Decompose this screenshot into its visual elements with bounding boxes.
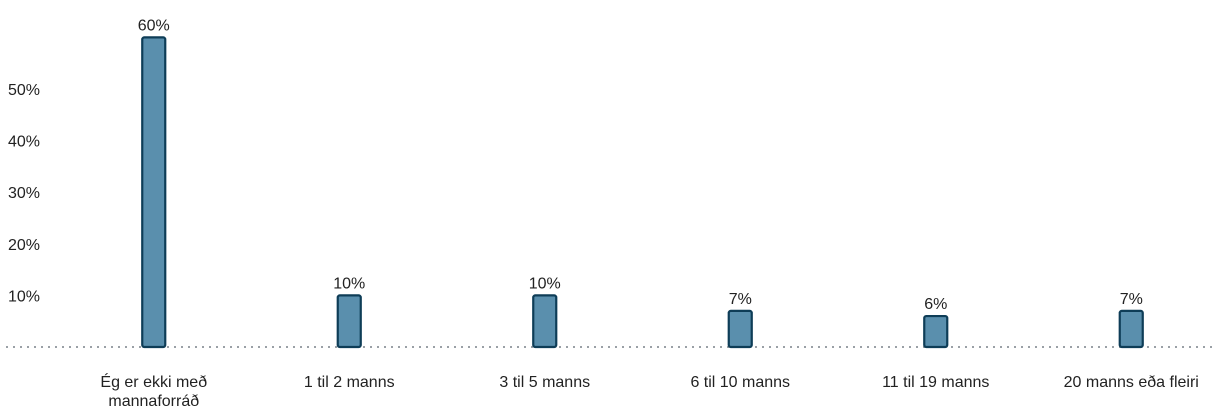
data-label: 10% (333, 275, 365, 292)
bar (532, 294, 558, 349)
bar (1118, 309, 1144, 349)
data-label: 10% (529, 275, 561, 292)
x-axis-labels: Ég er ekki með mannaforráð 1 til 2 manns 3 … (100, 372, 1198, 407)
data-label: 7% (729, 291, 752, 308)
bar (923, 314, 949, 349)
x-category-label: 11 til 19 manns (882, 374, 989, 391)
y-tick-label: 20% (8, 237, 40, 254)
bar (727, 309, 753, 349)
y-axis-ticks: 10% 20% 30% 40% 50% (8, 82, 40, 305)
data-label: 6% (924, 296, 947, 313)
data-label: 60% (138, 17, 170, 34)
y-tick-label: 10% (8, 288, 40, 305)
bars (141, 36, 1144, 349)
bar (336, 294, 362, 349)
x-category-label: Ég er ekki með mannaforráð (100, 372, 207, 407)
x-category-label: 20 manns eða fleiri (1064, 374, 1199, 391)
data-labels: 60% 10% 10% 7% 6% 7% (138, 17, 1143, 313)
y-tick-label: 50% (8, 82, 40, 99)
x-category-label: 1 til 2 manns (304, 374, 395, 391)
data-label: 7% (1120, 291, 1143, 308)
bar (141, 36, 167, 349)
y-tick-label: 40% (8, 134, 40, 151)
x-category-label: 6 til 10 manns (690, 374, 790, 391)
y-tick-label: 30% (8, 185, 40, 202)
x-category-label: 3 til 5 manns (499, 374, 590, 391)
